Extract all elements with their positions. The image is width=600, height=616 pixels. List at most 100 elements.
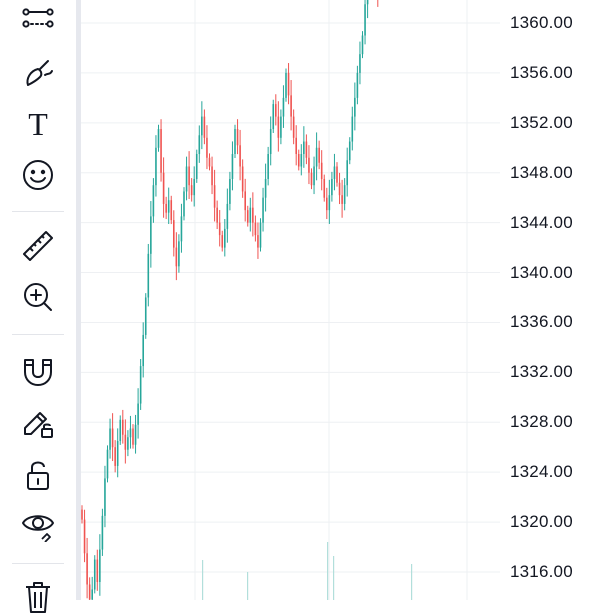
candle <box>183 187 185 221</box>
candle-body <box>185 166 188 192</box>
candle <box>272 99 275 133</box>
price-axis-label: 1324.00 <box>510 462 573 482</box>
trend-line-tool[interactable] <box>14 0 62 38</box>
candle <box>231 141 234 191</box>
candle <box>127 430 129 457</box>
candle <box>287 63 290 105</box>
candle <box>343 178 346 211</box>
candle-body <box>234 129 236 155</box>
candle-body <box>216 207 218 223</box>
candle-body <box>173 220 175 248</box>
candle-body <box>101 515 104 550</box>
toolbar-splitter[interactable] <box>76 0 81 600</box>
candle-body <box>147 253 150 298</box>
candle <box>285 68 287 102</box>
candle-body <box>356 72 359 98</box>
candle-body <box>348 141 351 161</box>
candle-body <box>354 97 356 117</box>
candle <box>175 232 178 281</box>
toolbar-divider <box>12 211 64 212</box>
candle-body <box>109 428 111 450</box>
price-axis-label: 1348.00 <box>510 162 573 182</box>
candle <box>226 188 229 243</box>
lock-all-tool[interactable] <box>14 455 62 495</box>
candle <box>315 132 318 181</box>
candle <box>252 192 254 237</box>
candle-body <box>246 210 249 223</box>
measure-tool[interactable] <box>14 226 62 266</box>
lock-drawings-tool[interactable] <box>14 402 62 442</box>
magnet-mode[interactable] <box>14 350 62 390</box>
price-chart[interactable] <box>81 0 500 611</box>
drawing-toolbar: T <box>0 0 76 613</box>
price-axis[interactable]: 1360.00 1356.00 1352.00 1348.00 1344.00 1340.… <box>500 0 600 600</box>
candle <box>170 195 173 225</box>
candle-body <box>137 403 139 425</box>
candle <box>318 140 320 170</box>
candle-body <box>201 116 203 136</box>
candle <box>257 222 259 259</box>
candle-body <box>282 97 285 117</box>
candle <box>88 577 91 606</box>
candle-body <box>241 166 244 192</box>
candle <box>162 157 165 218</box>
candle-body <box>275 104 277 117</box>
candle <box>359 41 361 85</box>
volume-bar <box>202 560 204 600</box>
volume-bar <box>327 542 329 600</box>
candle <box>211 156 213 195</box>
zoom-in-tool[interactable] <box>14 277 62 317</box>
candle-body <box>323 178 326 198</box>
candle <box>101 508 104 556</box>
candle-body <box>231 154 234 179</box>
candle <box>86 537 88 599</box>
candle-body <box>170 200 173 221</box>
volume-bar <box>333 556 335 600</box>
candle <box>361 31 364 59</box>
text-tool-icon: T <box>28 106 48 141</box>
candle-body <box>300 154 303 167</box>
candle-body <box>157 129 160 148</box>
candle <box>292 109 295 145</box>
candle-body <box>127 437 129 450</box>
candle-body <box>262 197 264 223</box>
candle-body <box>249 207 252 223</box>
candle <box>277 101 280 152</box>
candle-body <box>305 141 308 158</box>
candle-body <box>91 589 93 600</box>
candle <box>280 109 282 145</box>
emoji-tool[interactable] <box>14 155 62 195</box>
lock-all-icon <box>27 461 49 490</box>
text-tool[interactable]: T <box>14 103 62 143</box>
candle <box>297 149 300 171</box>
candle <box>267 146 269 186</box>
candle <box>224 219 226 257</box>
candle <box>116 428 119 478</box>
candle-body <box>236 129 239 146</box>
candle-body <box>190 185 193 196</box>
brush-tool[interactable] <box>14 53 62 93</box>
candle <box>262 187 264 232</box>
candle-body <box>167 200 170 213</box>
price-axis-label: 1316.00 <box>510 562 573 581</box>
candle-body <box>88 584 91 600</box>
candle <box>195 149 198 183</box>
remove-drawings-tool[interactable] <box>14 576 62 616</box>
candle <box>188 151 190 200</box>
candle-body <box>315 147 318 167</box>
candle <box>150 201 152 268</box>
candle-body <box>155 147 157 186</box>
lock-drawings-pencil-icon <box>24 412 53 438</box>
candle <box>203 109 206 145</box>
candle-body <box>308 157 310 173</box>
candle <box>99 534 101 596</box>
hide-drawings-tool[interactable] <box>14 504 62 544</box>
candle-body <box>183 191 185 217</box>
candle <box>254 215 257 242</box>
candle <box>206 125 208 170</box>
candle-body <box>165 203 167 213</box>
candle <box>180 203 183 253</box>
candle-body <box>326 197 328 211</box>
candle-body <box>162 172 165 204</box>
chart-pane[interactable] <box>81 0 500 611</box>
